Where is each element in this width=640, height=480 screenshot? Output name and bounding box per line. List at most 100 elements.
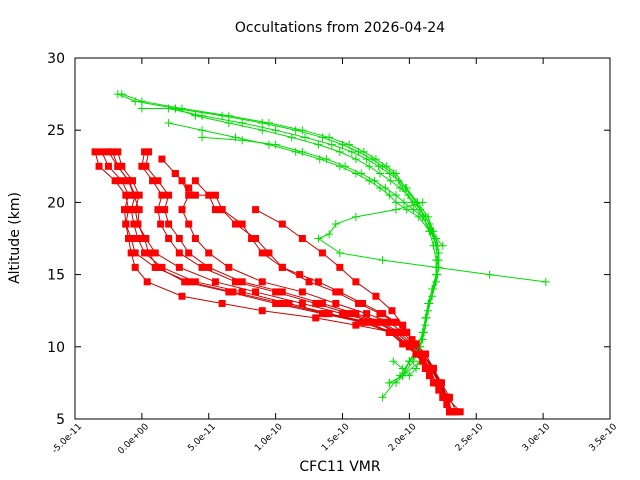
green-data-point: [298, 147, 307, 156]
green-data-point: [420, 328, 429, 337]
y-tick-label: 30: [47, 51, 65, 67]
red-data-point: [98, 148, 106, 156]
y-axis-ticks: 5 10 15 20 25 30: [47, 51, 610, 428]
red-data-point: [154, 206, 162, 214]
red-data-point: [298, 299, 306, 307]
green-data-point: [392, 169, 400, 178]
green-data-point: [382, 162, 391, 171]
green-data-point: [258, 118, 267, 127]
red-data-point: [238, 288, 246, 296]
red-data-point: [185, 249, 193, 257]
red-data-point: [127, 206, 135, 214]
red-data-point: [218, 299, 226, 307]
chart-title: Occultations from 2026-04-24: [235, 20, 445, 36]
green-data-point: [425, 299, 434, 308]
green-data-point: [298, 126, 307, 135]
red-data-point: [399, 321, 407, 329]
green-data-point: [345, 140, 354, 149]
green-data-point: [418, 212, 427, 221]
green-data-point: [291, 126, 300, 135]
green-data-point: [426, 227, 435, 236]
green-data-point: [238, 136, 247, 145]
red-data-point: [388, 328, 396, 336]
red-data-point: [218, 206, 226, 214]
red-data-point: [134, 220, 142, 228]
red-data-point: [352, 278, 360, 286]
green-data-point: [392, 378, 400, 387]
red-data-point: [314, 278, 322, 286]
green-data-point: [541, 277, 550, 286]
green-data-point: [131, 97, 140, 106]
red-data-point: [428, 364, 436, 372]
red-data-point: [363, 318, 371, 326]
green-data-point: [398, 364, 407, 373]
red-data-point: [143, 278, 151, 286]
red-data-point: [154, 177, 162, 185]
red-data-point: [258, 278, 266, 286]
red-data-point: [185, 278, 193, 286]
green-data-point: [378, 393, 387, 402]
green-data-point: [322, 155, 331, 164]
green-data-point: [359, 147, 368, 156]
red-data-point: [135, 191, 143, 199]
green-data-point: [325, 230, 334, 239]
red-data-point: [345, 310, 353, 318]
green-data-point: [347, 147, 356, 156]
green-data-point: [375, 169, 384, 178]
green-data-point: [402, 183, 411, 192]
green-data-point: [400, 198, 409, 207]
green-data-point: [231, 133, 240, 142]
red-data-point: [178, 206, 186, 214]
red-data-point: [238, 220, 246, 228]
red-data-point: [130, 220, 138, 228]
red-data-point: [312, 314, 320, 322]
green-data-point: [224, 111, 233, 120]
red-data-point: [191, 235, 199, 242]
y-tick-label: 5: [56, 412, 65, 428]
red-data-point: [141, 235, 149, 242]
red-data-point: [392, 318, 400, 326]
red-data-point: [272, 288, 280, 296]
red-data-point: [359, 299, 367, 307]
red-data-point: [359, 318, 367, 326]
green-data-point: [198, 126, 207, 135]
red-data-point: [305, 278, 313, 286]
green-data-point: [357, 169, 366, 178]
green-data-point: [301, 133, 310, 142]
red-data-point: [332, 288, 340, 296]
green-data-point: [171, 104, 180, 113]
green-data-point: [164, 118, 173, 127]
red-data-point: [435, 379, 443, 387]
red-data-point: [211, 278, 219, 286]
green-data-point: [432, 234, 441, 243]
red-data-point: [392, 328, 400, 336]
red-data-point: [232, 278, 239, 286]
red-data-point: [198, 263, 206, 271]
green-data-point: [365, 162, 374, 171]
green-data-point: [178, 104, 186, 113]
red-data-point: [258, 307, 266, 315]
green-data-point: [371, 155, 380, 164]
green-data-point: [438, 241, 447, 250]
green-data-point: [218, 111, 227, 120]
green-data-point: [396, 183, 405, 192]
red-data-point: [131, 263, 139, 271]
green-data-point: [378, 256, 387, 265]
green-data-point: [485, 270, 494, 279]
y-tick-label: 15: [47, 268, 65, 284]
green-data-point: [191, 111, 200, 120]
red-data-point: [127, 249, 135, 257]
red-data-point: [435, 386, 443, 394]
red-data-point: [114, 162, 122, 170]
green-data-point: [271, 140, 280, 149]
red-data-point: [165, 235, 173, 242]
red-data-point: [278, 299, 286, 307]
red-data-point: [448, 408, 456, 416]
green-data-point: [432, 263, 441, 272]
red-data-point: [185, 184, 193, 192]
green-data-point: [224, 118, 233, 127]
x-axis-label: CFC11 VMR: [299, 459, 381, 475]
red-data-point: [104, 162, 112, 170]
red-data-point: [185, 220, 193, 228]
